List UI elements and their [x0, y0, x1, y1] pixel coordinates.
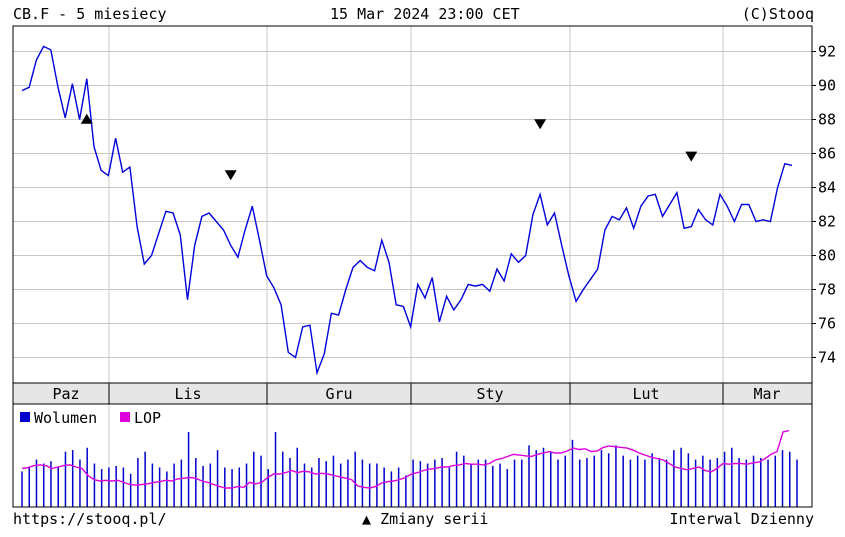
x-tick-label: Lut — [632, 385, 659, 403]
interval-label: Interwal Dzienny — [669, 510, 815, 528]
triangle-up-icon — [80, 113, 93, 124]
x-tick-label: Sty — [476, 385, 503, 403]
y-tick-label: 78 — [818, 281, 836, 299]
y-tick-label: 86 — [818, 145, 836, 163]
triangle-up-icon: ▲ — [362, 510, 372, 528]
x-tick-label: Mar — [753, 385, 780, 403]
x-tick-label: Paz — [52, 385, 79, 403]
x-tick-label: Lis — [174, 385, 201, 403]
chart-title: CB.F - 5 miesiecy — [13, 5, 167, 23]
lop-line — [21, 429, 790, 489]
series-change-label: Zmiany serii — [380, 510, 489, 528]
y-tick-label: 76 — [818, 315, 836, 333]
volume-legend: Wolumen LOP — [20, 409, 161, 427]
copyright-label: (C)Stooq — [741, 5, 814, 23]
price-y-axis: 74 76 78 80 82 84 86 88 90 92 — [812, 43, 836, 367]
triangle-down-icon — [534, 119, 547, 130]
y-tick-label: 84 — [818, 179, 836, 197]
x-axis-band — [13, 383, 812, 404]
series-change-legend: ▲ Zmiany serii — [362, 509, 488, 529]
x-tick-label: Gru — [325, 385, 352, 403]
price-line — [21, 45, 793, 376]
y-tick-label: 80 — [818, 247, 836, 265]
legend-swatch-wolumen — [20, 412, 30, 422]
y-tick-label: 88 — [818, 111, 836, 129]
y-tick-label: 90 — [818, 77, 836, 95]
legend-swatch-lop — [120, 412, 130, 422]
chart-timestamp: 15 Mar 2024 23:00 CET — [330, 5, 520, 23]
legend-label-wolumen: Wolumen — [34, 409, 97, 427]
triangle-down-icon — [685, 151, 698, 162]
y-tick-label: 92 — [818, 43, 836, 61]
series-change-markers — [80, 113, 698, 181]
legend-label-lop: LOP — [134, 409, 161, 427]
chart-frame — [12, 25, 813, 508]
x-axis: Paz Lis Gru Sty Lut Mar — [52, 383, 781, 404]
y-tick-label: 74 — [818, 349, 836, 367]
source-url-link[interactable]: https://stooq.pl/ — [13, 510, 167, 528]
triangle-down-icon — [224, 170, 237, 181]
volume-bars — [21, 431, 798, 507]
price-grid — [13, 26, 812, 383]
y-tick-label: 82 — [818, 213, 836, 231]
